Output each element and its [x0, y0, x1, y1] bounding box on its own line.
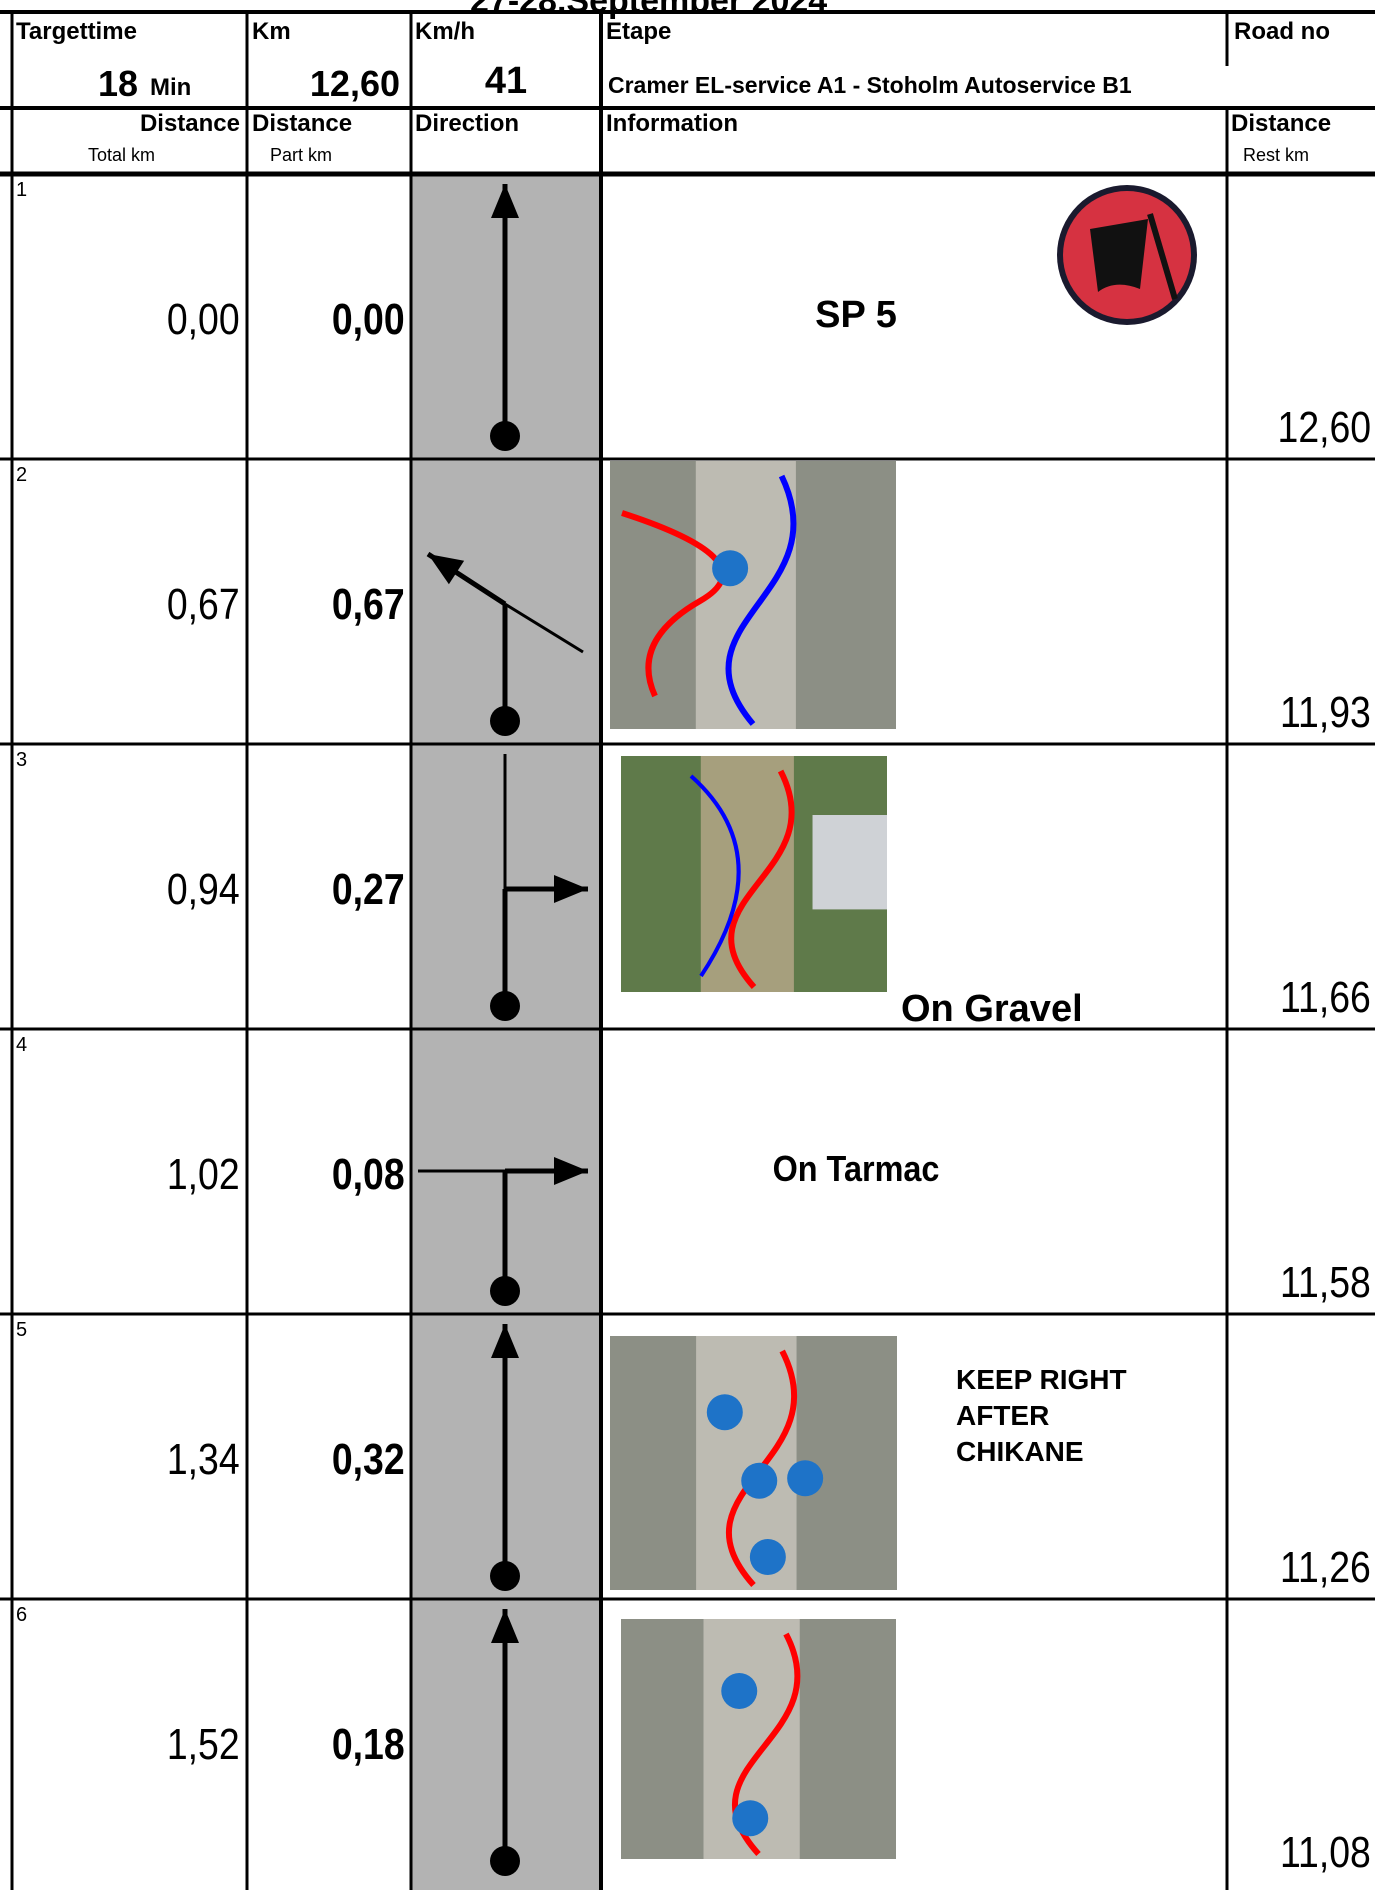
header-label: Targettime — [16, 18, 137, 45]
arrow-head — [491, 1609, 519, 1643]
targettime-unit: Min — [150, 74, 192, 101]
row-number: 4 — [16, 1034, 28, 1056]
rest-km: 11,66 — [1280, 973, 1371, 1022]
header-label: Km/h — [415, 18, 475, 45]
marker-dot — [787, 1460, 824, 1497]
route-line — [728, 769, 795, 989]
header-label: Road no — [1234, 18, 1330, 45]
row-number: 1 — [16, 179, 28, 201]
row-number: 3 — [16, 749, 28, 771]
route-line — [621, 510, 726, 698]
rest-km: 11,26 — [1280, 1543, 1371, 1592]
total-km: 0,94 — [167, 865, 240, 914]
part-km: 0,67 — [332, 580, 405, 629]
part-km: 0,27 — [332, 865, 405, 914]
flag-icon — [1090, 219, 1148, 292]
arrow-head — [491, 1324, 519, 1358]
column-title: Direction — [415, 110, 520, 137]
rest-km: 11,08 — [1280, 1828, 1371, 1877]
part-km: 0,32 — [332, 1435, 405, 1484]
marker-dot — [732, 1800, 769, 1837]
part-km: 0,18 — [332, 1720, 405, 1769]
info-text: CHIKANE — [956, 1436, 1084, 1467]
arrow-head — [554, 1157, 588, 1185]
header-label: Km — [252, 18, 291, 45]
targettime: 18 — [98, 63, 139, 104]
aerial-building — [812, 815, 887, 910]
info-text: On Gravel — [901, 988, 1083, 1030]
total-km: 1,34 — [167, 1435, 240, 1484]
rest-km: 11,58 — [1280, 1258, 1371, 1307]
column-sub: Total km — [88, 145, 156, 165]
rest-km: 12,60 — [1277, 403, 1371, 452]
arrow-head — [428, 554, 465, 585]
km: 12,60 — [309, 63, 400, 104]
marker-dot — [721, 1673, 758, 1709]
marker-dot — [706, 1394, 743, 1431]
total-km: 1,52 — [167, 1720, 240, 1769]
column-title: Information — [606, 110, 738, 137]
header-label: Etape — [606, 18, 672, 45]
total-km: 1,02 — [167, 1150, 240, 1199]
info-text: SP 5 — [815, 294, 897, 336]
row-number: 2 — [16, 464, 28, 486]
title: 27-28.September 2024 — [470, 0, 828, 20]
part-km: 0,08 — [332, 1150, 405, 1199]
flag-pole — [1147, 213, 1178, 300]
route-line — [689, 774, 741, 978]
column-title: Distance — [139, 110, 240, 137]
kmh: 41 — [484, 60, 528, 102]
rule — [504, 602, 584, 654]
rest-km: 11,93 — [1280, 688, 1371, 737]
marker-dot — [749, 1538, 786, 1575]
total-km: 0,00 — [167, 295, 240, 344]
column-sub: Part km — [270, 145, 333, 165]
marker-dot — [741, 1462, 778, 1499]
total-km: 0,67 — [167, 580, 240, 629]
column-sub: Rest km — [1243, 145, 1310, 165]
arrow-head — [554, 875, 588, 903]
column-title: Distance — [1231, 110, 1332, 137]
info-text: KEEP RIGHT — [956, 1364, 1127, 1395]
route-line — [725, 474, 797, 726]
marker-dot — [712, 550, 749, 587]
row-number: 5 — [16, 1319, 28, 1341]
arrow-head — [491, 184, 519, 218]
row-number: 6 — [16, 1604, 28, 1626]
column-title: Distance — [252, 110, 353, 137]
etape: Cramer EL-service A1 - Stoholm Autoservi… — [608, 72, 1132, 98]
info-text: On Tarmac — [772, 1148, 940, 1189]
info-text: AFTER — [956, 1400, 1050, 1431]
part-km: 0,00 — [332, 295, 405, 344]
